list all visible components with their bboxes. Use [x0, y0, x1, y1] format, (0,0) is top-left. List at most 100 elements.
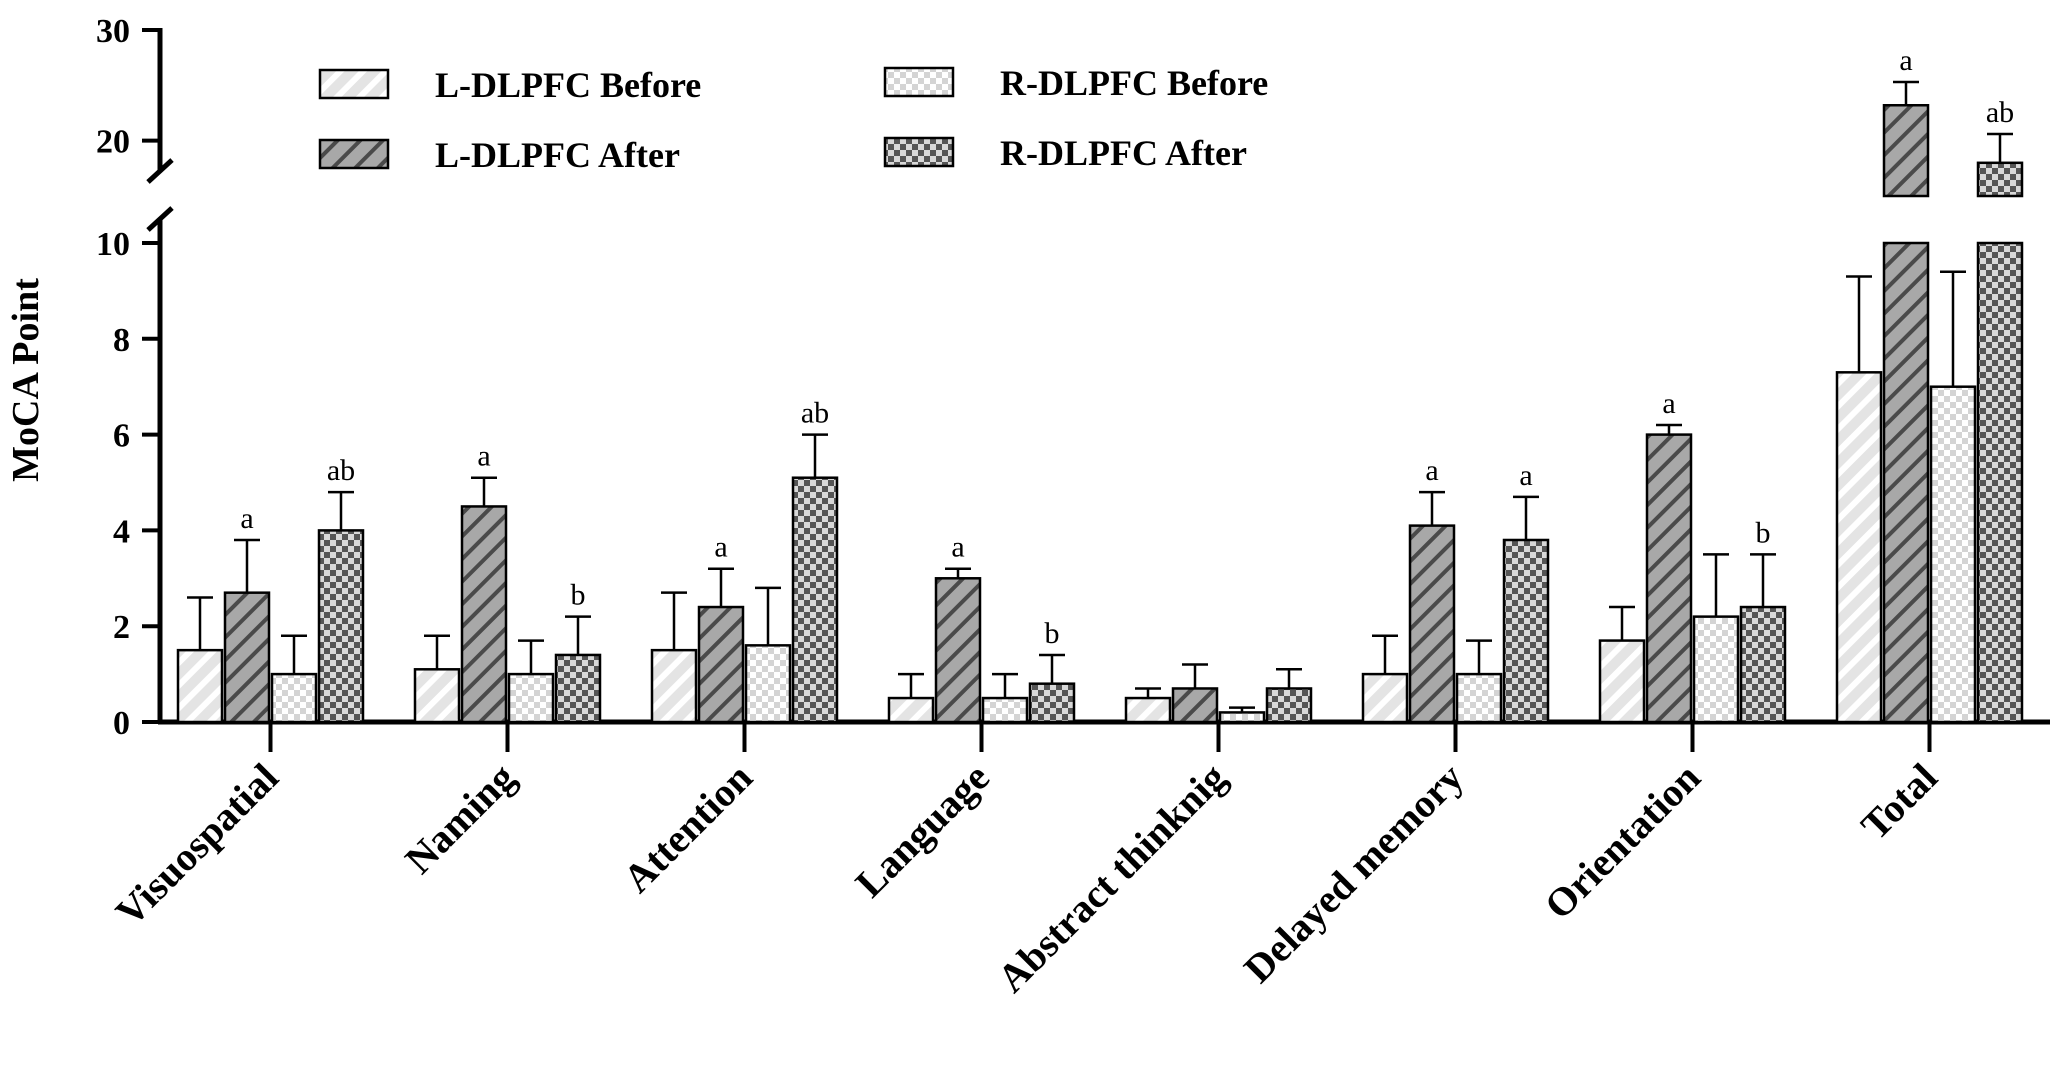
sig-label-3-7: ab	[1986, 96, 2014, 129]
error-bar-2-2	[755, 586, 781, 646]
legend: L-DLPFC Before L-DLPFC After R-DLPFC Befor…	[318, 63, 1268, 175]
bar-3-7	[1976, 241, 2024, 724]
category-label-1: Naming	[396, 755, 524, 883]
bar-3-2	[791, 476, 839, 724]
bar-0-1	[413, 668, 461, 724]
bar-1-1	[460, 505, 508, 724]
y-tick-label-6: 20	[96, 124, 130, 161]
error-bar-3-4	[1276, 668, 1302, 689]
sig-label-1-0: a	[240, 502, 253, 535]
y-tick-label-7: 30	[96, 13, 130, 50]
category-label-3: Language	[847, 755, 998, 906]
error-bar-2-5	[1466, 639, 1492, 675]
error-bar-3-5	[1513, 495, 1539, 540]
category-label-2: Attention	[614, 755, 761, 902]
category-label-4: Abstract thinknig	[989, 755, 1235, 1001]
axis-break-mark-lower	[146, 206, 174, 232]
error-bar-2-4	[1229, 706, 1255, 713]
error-bar-0-6	[1609, 605, 1635, 641]
error-bar-3-1	[565, 615, 591, 655]
error-bar-2-1	[518, 639, 544, 675]
error-bar-2-3	[992, 672, 1018, 699]
bar-2-4	[1218, 711, 1266, 724]
error-bar-2-6	[1703, 553, 1729, 617]
bar-3-4	[1265, 687, 1313, 724]
bar-1-7	[1882, 241, 1930, 724]
bar-2-3	[981, 696, 1029, 724]
error-bar-3-2	[802, 433, 828, 478]
legend-label-3: R-DLPFC After	[1000, 133, 1247, 173]
category-label-7: Total	[1852, 755, 1946, 849]
legend-label-0: L-DLPFC Before	[435, 65, 701, 105]
bar-2-0	[270, 672, 318, 724]
category-label-6: Orientation	[1536, 755, 1709, 928]
bar-upper-1-7	[1882, 104, 1930, 198]
legend-label-1: L-DLPFC After	[435, 135, 680, 175]
error-bar-1-3	[945, 567, 971, 579]
error-bar-1-1	[471, 476, 497, 507]
bar-0-6	[1598, 639, 1646, 724]
category-label-0: Visuospatial	[107, 755, 287, 935]
y-tick-label-4: 8	[113, 322, 130, 359]
bar-3-3	[1028, 682, 1076, 724]
bar-3-6	[1739, 605, 1787, 724]
bar-0-5	[1361, 672, 1409, 724]
sig-label-1-1: a	[477, 440, 490, 473]
error-bar-1-6	[1656, 423, 1682, 435]
error-bar-1-2	[708, 567, 734, 608]
bar-0-7	[1835, 371, 1883, 724]
error-bar-3-7	[1987, 132, 2013, 163]
error-bar-2-0	[281, 634, 307, 675]
y-ticks: 0 2 4 6 8 10 20 30	[96, 13, 160, 742]
error-bar-1-7	[1893, 80, 1919, 106]
bar-0-2	[650, 648, 698, 724]
y-tick-label-0: 0	[113, 705, 130, 742]
bar-3-5	[1502, 538, 1550, 724]
bar-1-4	[1171, 687, 1219, 724]
error-bar-0-4	[1135, 687, 1161, 699]
bar-2-2	[744, 644, 792, 724]
category-label-5: Delayed memory	[1235, 755, 1472, 992]
bar-1-6	[1645, 433, 1693, 724]
error-bar-0-3	[898, 672, 924, 699]
bar-2-1	[507, 672, 555, 724]
error-bar-0-0	[187, 596, 213, 651]
y-tick-label-3: 6	[113, 418, 130, 455]
sig-label-1-2: a	[714, 531, 727, 564]
error-bar-2-7	[1940, 270, 1966, 387]
bar-1-2	[697, 605, 745, 724]
sig-label-3-3: b	[1045, 617, 1060, 650]
bar-1-5	[1408, 524, 1456, 724]
error-bar-0-2	[661, 591, 687, 651]
bar-upper-3-7	[1976, 161, 2024, 198]
error-bar-0-1	[424, 634, 450, 670]
bar-2-7	[1929, 385, 1977, 724]
sig-label-3-2: ab	[801, 397, 829, 430]
y-tick-label-5: 10	[96, 226, 130, 263]
bar-0-0	[176, 648, 224, 724]
error-bar-3-6	[1750, 553, 1776, 608]
error-bar-1-4	[1182, 663, 1208, 689]
bar-0-3	[887, 696, 935, 724]
sig-label-3-1: b	[571, 579, 586, 612]
error-bar-1-0	[234, 538, 260, 593]
y-axis-label: MoCA Point	[5, 278, 47, 482]
legend-swatch-2	[883, 66, 955, 98]
sig-label-1-5: a	[1425, 454, 1438, 487]
legend-swatch-0	[318, 68, 390, 100]
error-bar-0-7	[1846, 275, 1872, 373]
error-bar-0-5	[1372, 634, 1398, 675]
y-tick-label-2: 4	[113, 513, 130, 550]
legend-swatch-3	[883, 136, 955, 168]
error-bar-3-3	[1039, 653, 1065, 684]
legend-swatch-1	[318, 138, 390, 170]
axis-break-mark-upper	[146, 158, 174, 184]
sig-label-3-0: ab	[327, 454, 355, 487]
sig-label-1-3: a	[951, 531, 964, 564]
sig-label-3-6: b	[1756, 516, 1771, 549]
sig-label-1-6: a	[1662, 387, 1675, 420]
bar-1-0	[223, 591, 271, 724]
bar-3-0	[317, 529, 365, 724]
